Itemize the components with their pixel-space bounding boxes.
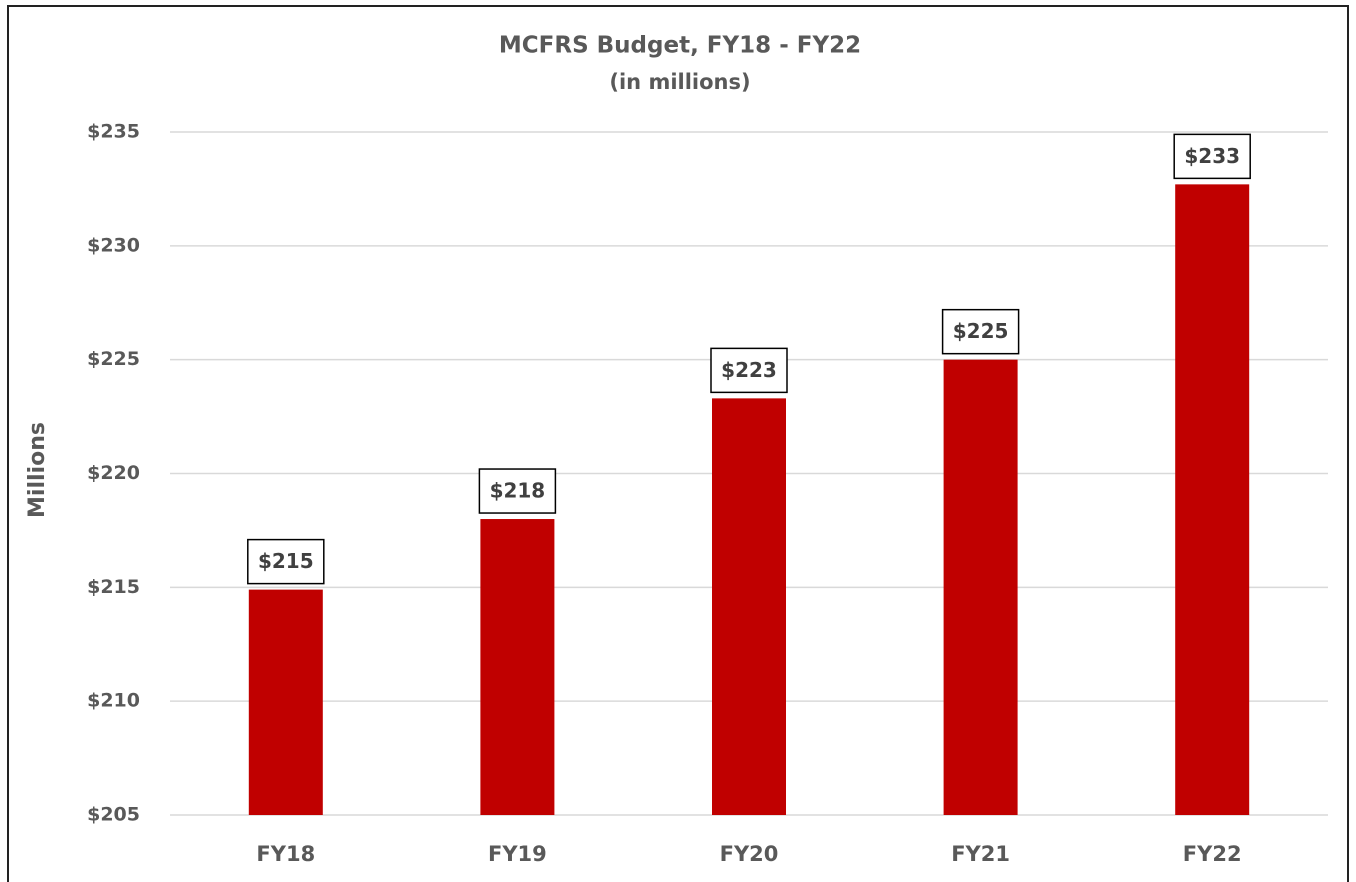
- value-label-box: [1173, 133, 1251, 180]
- y-tick-label: $235: [87, 121, 140, 143]
- value-label: $218: [490, 479, 546, 503]
- value-label-box: [941, 308, 1020, 355]
- chart-border: [7, 5, 1349, 882]
- bar: [1175, 184, 1250, 815]
- y-tick-label: $210: [87, 690, 140, 712]
- y-tick-label: $205: [87, 804, 140, 826]
- y-axis-title: Millions: [25, 422, 50, 518]
- x-tick-label: FY20: [720, 842, 779, 866]
- chart-subtitle: (in millions): [609, 70, 750, 94]
- y-tick-label: $220: [87, 462, 140, 484]
- value-label-box: [478, 468, 557, 514]
- value-label: $233: [1184, 144, 1240, 168]
- value-label-box: [247, 538, 325, 585]
- value-label: $225: [953, 319, 1009, 343]
- bar: [248, 589, 323, 815]
- x-tick-label: FY19: [488, 842, 547, 866]
- bar: [943, 359, 1018, 815]
- bar: [712, 398, 786, 815]
- x-tick-label: FY18: [256, 842, 315, 866]
- y-tick-label: $230: [87, 234, 140, 256]
- chart-title: MCFRS Budget, FY18 - FY22: [499, 33, 861, 59]
- x-tick-label: FY22: [1183, 842, 1242, 866]
- x-tick-label: FY21: [951, 842, 1010, 866]
- y-tick-label: $215: [87, 576, 140, 598]
- bar: [480, 519, 555, 815]
- value-label: $223: [721, 358, 777, 382]
- y-tick-label: $225: [87, 348, 140, 370]
- value-label-box: [710, 347, 788, 394]
- value-label: $215: [258, 549, 314, 573]
